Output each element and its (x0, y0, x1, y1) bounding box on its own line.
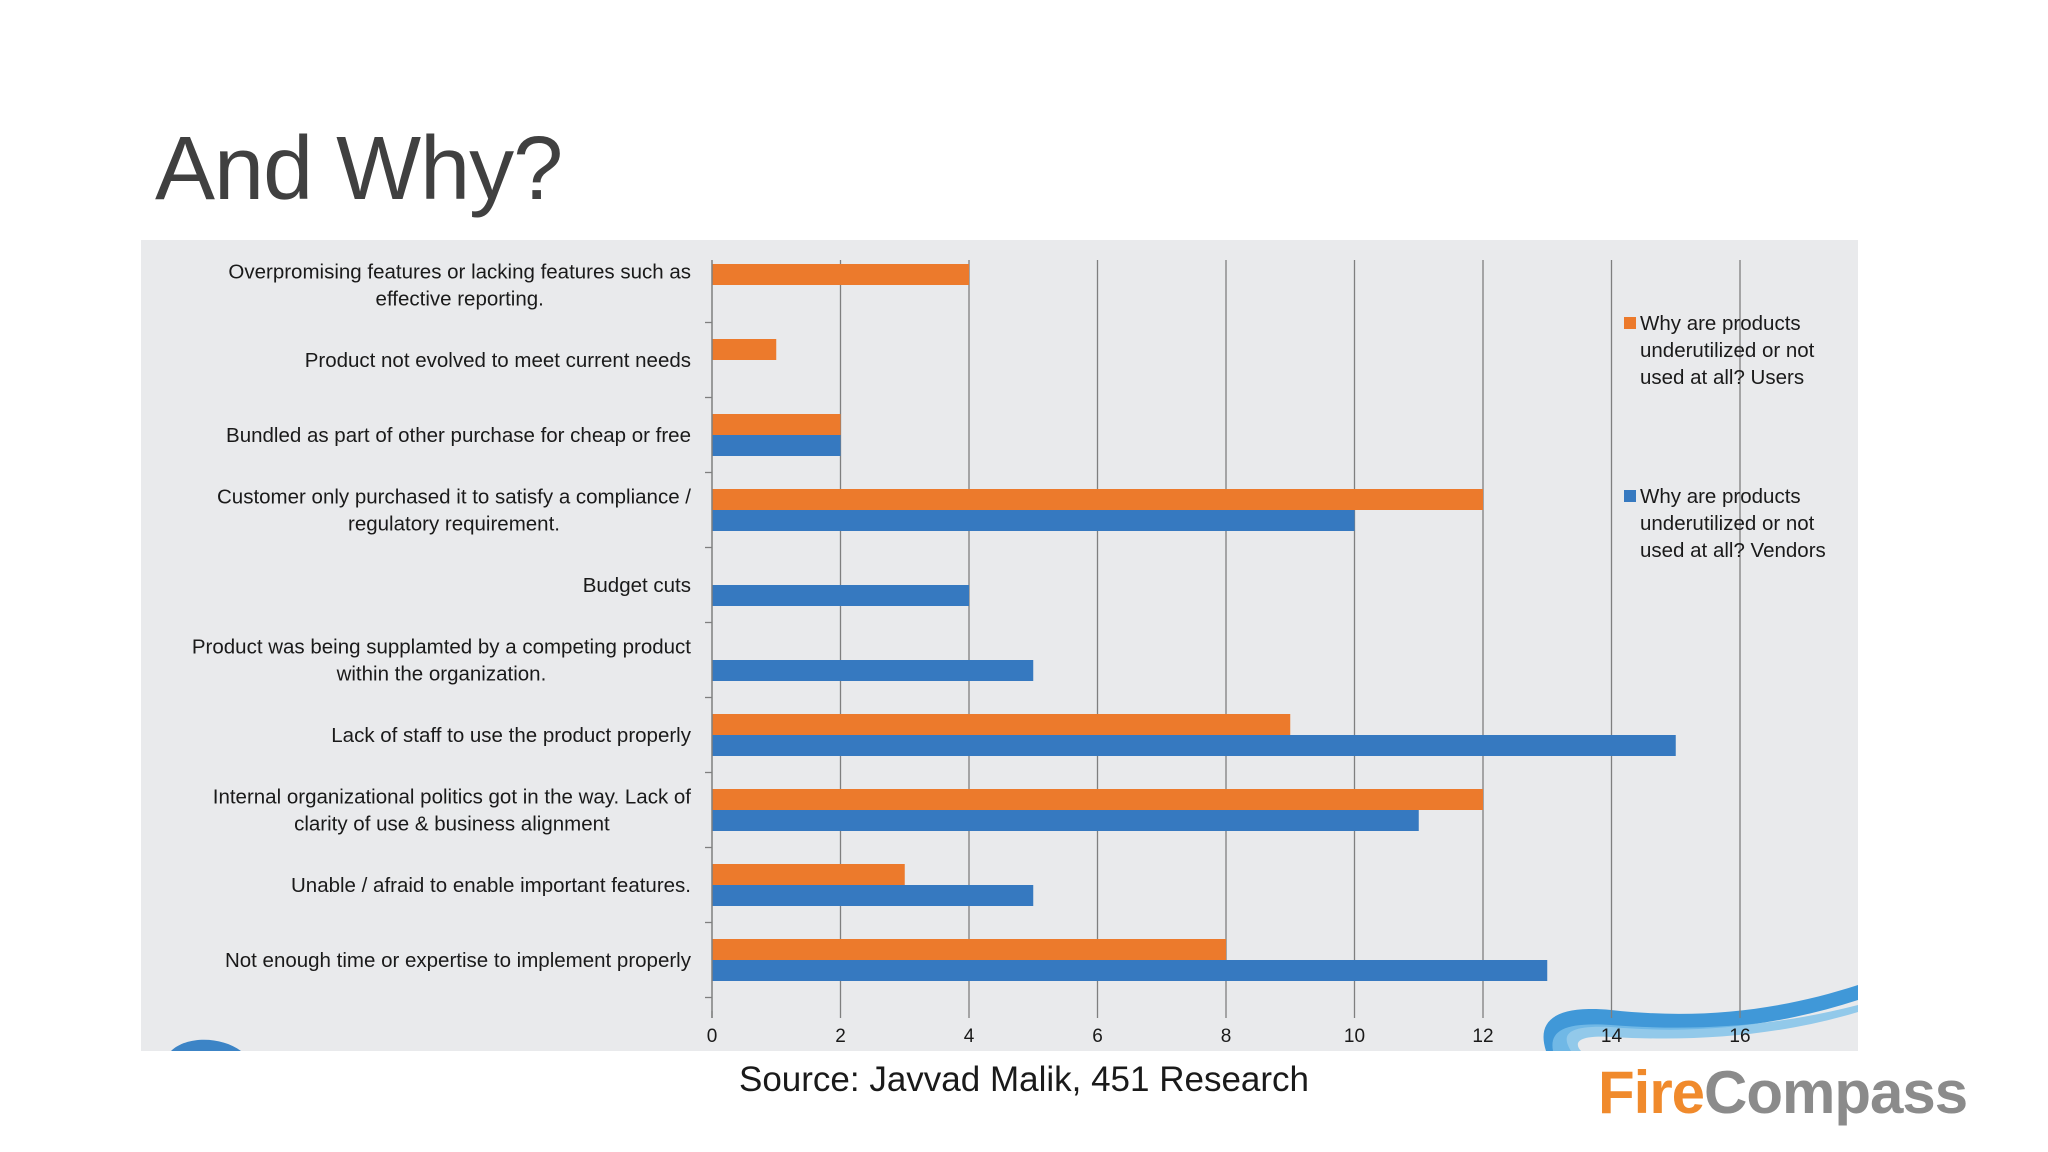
vendors-bar (712, 585, 969, 606)
slide-title: And Why? (155, 119, 563, 219)
category-label: Customer only purchased it to satisfy a … (217, 486, 691, 536)
bar-chart: 0 2 4 6 8 10 12 14 16 Overpromising features or … (171, 260, 1858, 1051)
x-tick-label: 10 (1344, 1026, 1365, 1047)
x-tick-label: 16 (1729, 1026, 1750, 1047)
category-label: Lack of staff to use the product properl… (331, 724, 691, 747)
decorative-swoosh (171, 985, 1858, 1051)
vendors-bar (712, 810, 1419, 831)
x-tick-label: 8 (1221, 1026, 1232, 1047)
users-bar (712, 939, 1226, 960)
x-tick-label: 4 (964, 1026, 975, 1047)
vendors-bar (712, 510, 1355, 531)
category-label: Not enough time or expertise to implemen… (225, 949, 692, 972)
vendors-bar (712, 885, 1034, 906)
vendors-bar (712, 960, 1548, 981)
x-tick-label: 6 (1092, 1026, 1103, 1047)
category-label: Budget cuts (583, 574, 691, 597)
vendors-bar (712, 660, 1034, 681)
users-bar (712, 864, 905, 885)
x-tick-label: 0 (707, 1026, 718, 1047)
vendors-legend-label: Why are products underutilized or not used… (1640, 485, 1826, 562)
category-label: Product was being supplamted by a compet… (192, 636, 691, 686)
x-tick-label: 12 (1472, 1026, 1493, 1047)
users-bar (712, 489, 1483, 510)
x-tick-label: 2 (835, 1026, 846, 1047)
users-bar (712, 714, 1291, 735)
x-tick-label: 14 (1601, 1026, 1623, 1047)
vendors-legend-swatch (1624, 490, 1636, 502)
source-caption: Source: Javvad Malik, 451 Research (739, 1060, 1309, 1099)
users-bar (712, 789, 1483, 810)
vendors-bar (712, 735, 1676, 756)
users-legend-swatch (1624, 317, 1636, 329)
users-bar (712, 414, 841, 435)
users-legend-label: Why are products underutilized or not used… (1640, 312, 1815, 389)
vendors-bar (712, 435, 841, 456)
category-label: Product not evolved to meet current need… (305, 349, 691, 372)
logo-compass-text: Compass (1704, 1059, 1968, 1126)
category-label: Unable / afraid to enable important feat… (291, 874, 691, 897)
firecompass-logo: FireCompass (1598, 1058, 1968, 1127)
users-bar (712, 339, 777, 360)
chart-panel: 0 2 4 6 8 10 12 14 16 Overpromising features or … (141, 240, 1858, 1051)
category-label: Overpromising features or lacking featur… (228, 261, 691, 311)
category-label: Internal organizational politics got in … (213, 786, 692, 836)
logo-fire-text: Fire (1598, 1059, 1705, 1126)
users-bar (712, 264, 969, 285)
category-label: Bundled as part of other purchase for ch… (226, 424, 691, 447)
